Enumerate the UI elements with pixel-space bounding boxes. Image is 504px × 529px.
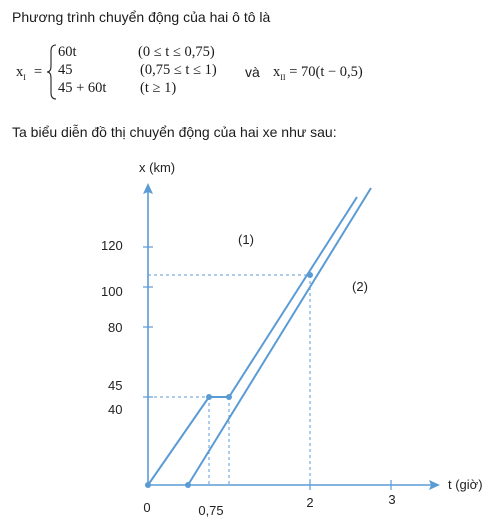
case-expr-3: 45 + 60t: [58, 80, 107, 96]
guide-lines: [148, 274, 311, 485]
t-axis-label: t (giờ): [448, 477, 483, 492]
and-word: và: [245, 64, 260, 80]
x-axis-arrow: [143, 183, 153, 194]
line-car-2: [187, 187, 372, 486]
axes: [143, 183, 440, 490]
key-point: [226, 394, 232, 400]
y-axis-label: x (km): [139, 160, 175, 175]
line-car-1: [147, 196, 358, 486]
xii-equation: xII = 70(t − 0,5): [273, 64, 363, 82]
intro-text: Phương trình chuyển động của hai ô tô là: [12, 9, 271, 25]
case-cond-3: (t ≥ 1): [140, 80, 177, 96]
t-tick-label: 3: [388, 492, 395, 507]
key-point: [145, 482, 151, 488]
case-cond-1: (0 ≤ t ≤ 0,75): [138, 44, 215, 60]
xi-symbol: xI: [16, 64, 26, 82]
line-label-2: (2): [352, 279, 368, 294]
y-tick-label: 120: [101, 238, 123, 253]
graph-intro-text: Ta biểu diễn đồ thị chuyển động của hai …: [12, 124, 337, 140]
t-tick-label: 2: [306, 495, 313, 510]
case-expr-2: 45: [58, 62, 73, 78]
brace-icon: [46, 44, 57, 100]
t-tick-label: 0,75: [198, 503, 223, 518]
graph-labels: x (km) t (giờ) 0 120 100 80 45 40 0,75 2 3 (1) (2): [101, 160, 483, 518]
case-expr-1: 60t: [58, 44, 77, 60]
origin-label: 0: [143, 500, 150, 515]
t-axis-arrow: [429, 480, 440, 490]
case-cond-2: (0,75 ≤ t ≤ 1): [140, 62, 217, 78]
key-point: [185, 482, 191, 488]
equals-sign: =: [34, 64, 43, 80]
motion-lines: [147, 187, 372, 486]
y-tick-label: 80: [108, 320, 122, 335]
y-tick-label: 100: [101, 284, 123, 299]
key-point: [206, 394, 212, 400]
motion-equations: xI = 60t (0 ≤ t ≤ 0,75) 45 (0,75 ≤ t ≤ 1…: [16, 44, 496, 104]
line-label-1: (1): [238, 232, 254, 247]
y-tick-label: 40: [108, 402, 122, 417]
key-points: [145, 272, 313, 488]
key-point: [307, 272, 313, 278]
y-tick-label: 45: [108, 378, 122, 393]
